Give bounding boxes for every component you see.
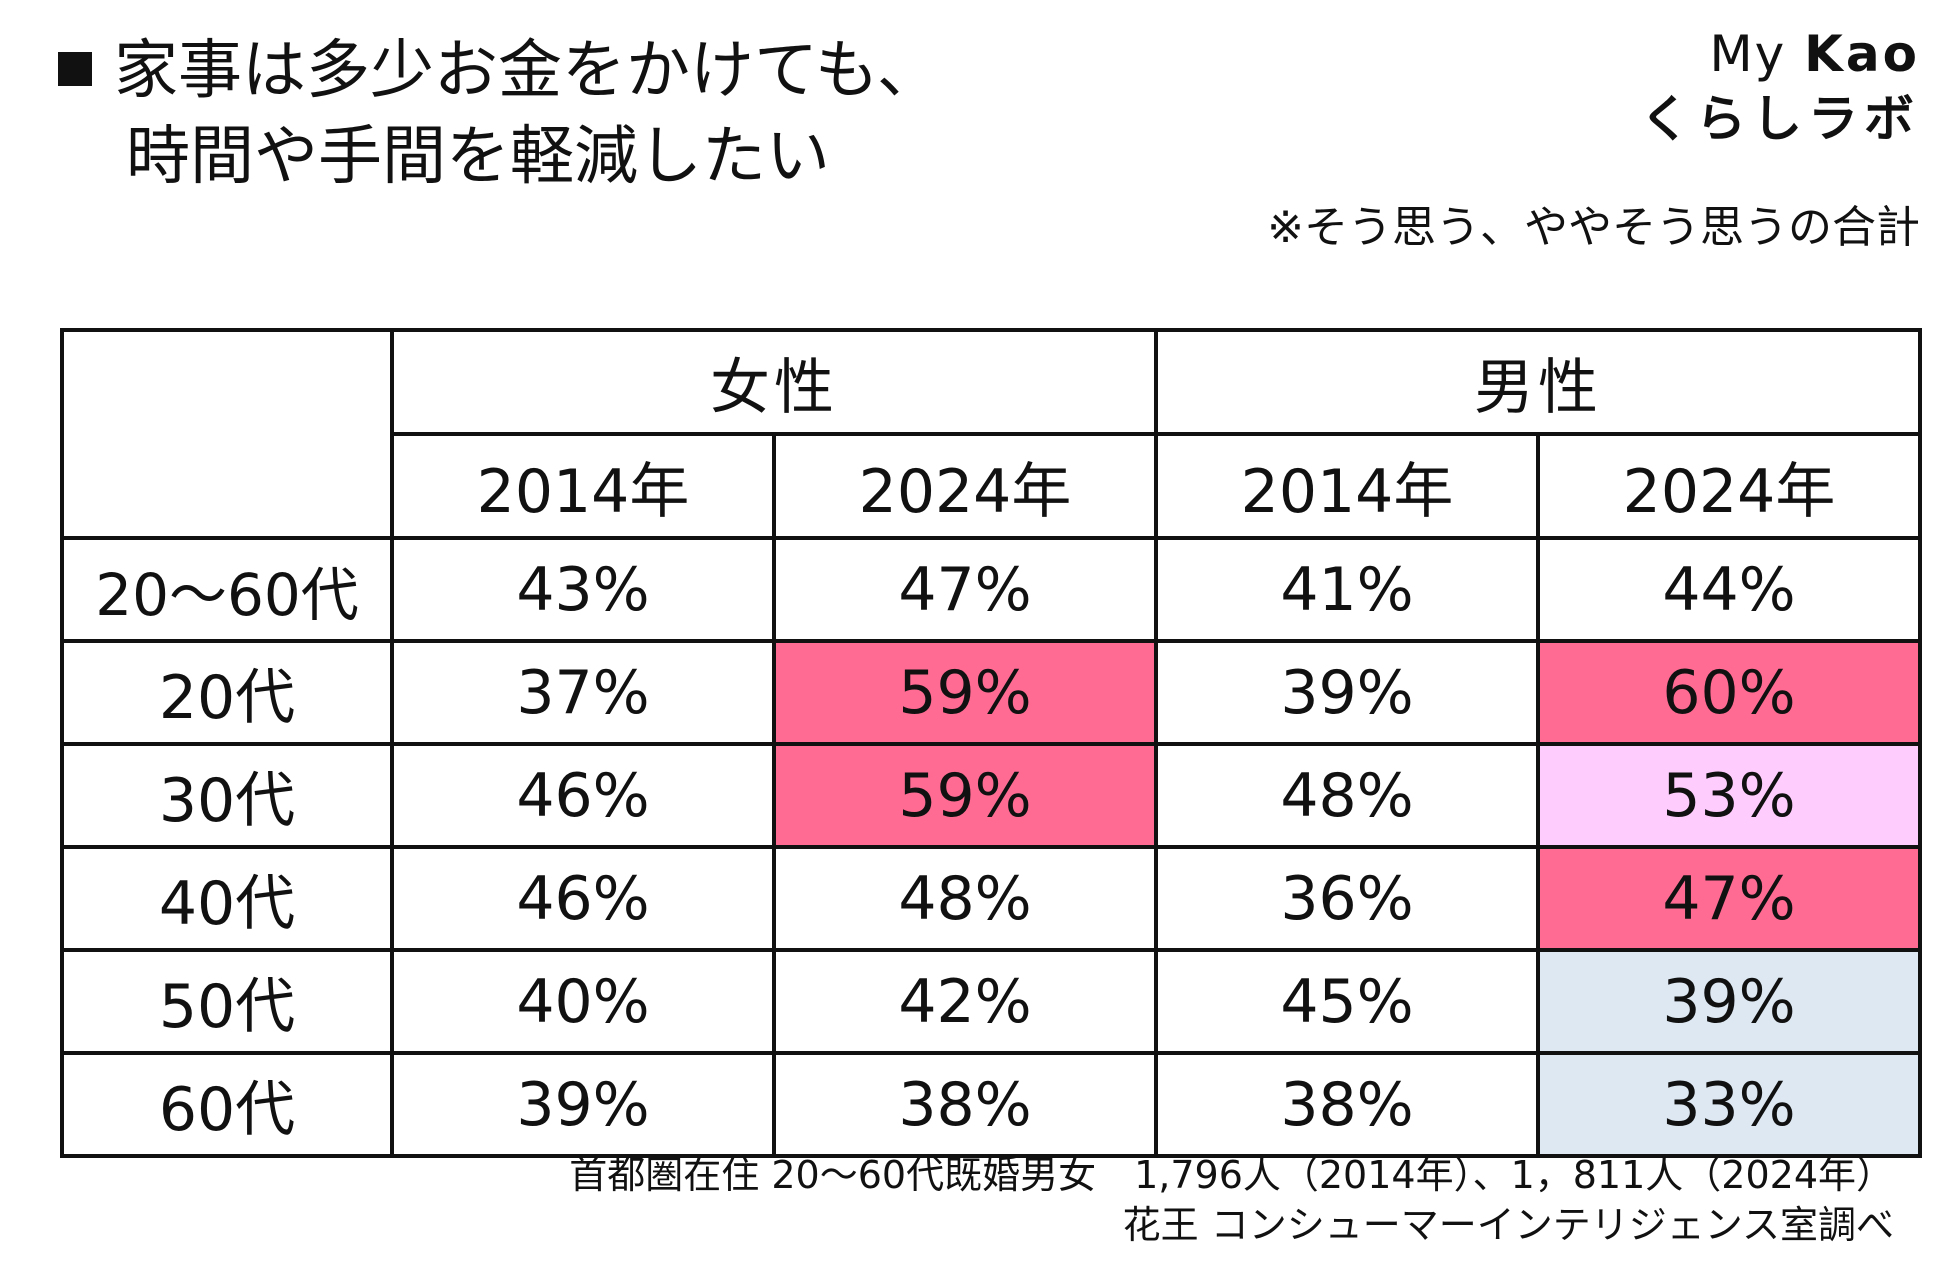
year-header: 2014年: [390, 432, 776, 540]
value-cell: 44%: [1536, 536, 1922, 643]
footer-sample-text: 首都圏在住 20～60代既婚男女 1,796人（2014年）、1，811人（20…: [569, 1153, 1894, 1197]
value-cell: 47%: [1536, 845, 1922, 952]
value-cell: 59%: [772, 639, 1158, 746]
value-cell: 36%: [1154, 845, 1540, 952]
value-cell: 41%: [1154, 536, 1540, 643]
value-cell: 43%: [390, 536, 776, 643]
year-header: 2014年: [1154, 432, 1540, 540]
value-cell: 39%: [1536, 948, 1922, 1055]
table-row: 40代 46% 48% 36% 47%: [60, 845, 1922, 952]
value-cell: 38%: [772, 1051, 1158, 1158]
value-cell: 48%: [1154, 742, 1540, 849]
table-row: 20～60代 43% 47% 41% 44%: [60, 536, 1922, 643]
group-header-male: 男性: [1154, 328, 1922, 436]
value-cell: 33%: [1536, 1051, 1922, 1158]
group-header-female: 女性: [390, 328, 1158, 436]
note-text: ※そう思う、ややそう思うの合計: [1267, 202, 1920, 253]
table-row: 20代 37% 59% 39% 60%: [60, 639, 1922, 746]
logo-my: My: [1709, 25, 1787, 83]
row-label: 20代: [60, 639, 394, 746]
value-cell: 46%: [390, 845, 776, 952]
year-header: 2024年: [1536, 432, 1922, 540]
value-cell: 46%: [390, 742, 776, 849]
value-cell: 40%: [390, 948, 776, 1055]
title-line-2: 時間や手間を軽減したい: [126, 120, 830, 194]
value-cell: 39%: [390, 1051, 776, 1158]
value-cell: 53%: [1536, 742, 1922, 849]
square-bullet-icon: [58, 52, 92, 86]
row-label: 40代: [60, 845, 394, 952]
value-cell: 37%: [390, 639, 776, 746]
logo-kurashi-labo: くらしラボ: [1640, 90, 1920, 148]
value-cell: 48%: [772, 845, 1158, 952]
year-header: 2024年: [772, 432, 1158, 540]
value-cell: 42%: [772, 948, 1158, 1055]
row-label: 30代: [60, 742, 394, 849]
row-label: 60代: [60, 1051, 394, 1158]
row-label: 50代: [60, 948, 394, 1055]
value-cell: 38%: [1154, 1051, 1540, 1158]
chart-title: 家事は多少お金をかけても、 時間や手間を軽減したい: [58, 28, 941, 200]
value-cell: 39%: [1154, 639, 1540, 746]
logo: My Kao くらしラボ: [1640, 22, 1920, 152]
value-cell: 45%: [1154, 948, 1540, 1055]
table-row: 50代 40% 42% 45% 39%: [60, 948, 1922, 1055]
title-line-1: 家事は多少お金をかけても、: [114, 34, 941, 108]
value-cell: 47%: [772, 536, 1158, 643]
table-row: 60代 39% 38% 38% 33%: [60, 1051, 1922, 1158]
value-cell: 59%: [772, 742, 1158, 849]
footer-source: 首都圏在住 20～60代既婚男女 1,796人（2014年）、1，811人（20…: [569, 1150, 1894, 1250]
data-table: 女性 男性 2014年 2024年 2014年 2024年 20～60代 43% 4…: [60, 328, 1922, 1158]
table-corner-cell: [60, 328, 394, 540]
table-row: 30代 46% 59% 48% 53%: [60, 742, 1922, 849]
logo-kao: Kao: [1804, 25, 1920, 83]
footer-survey-text: 花王 コンシューマーインテリジェンス室調べ: [1122, 1203, 1894, 1247]
row-label: 20～60代: [60, 536, 394, 643]
value-cell: 60%: [1536, 639, 1922, 746]
